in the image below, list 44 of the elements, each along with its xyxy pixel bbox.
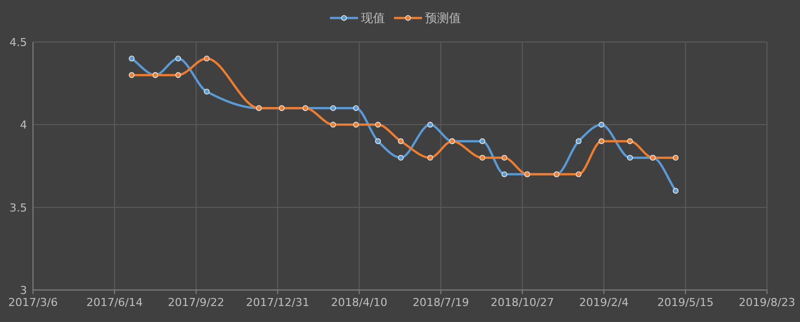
- x-tick-label: 2019/5/15: [657, 296, 714, 309]
- point: [128, 56, 135, 62]
- point: [330, 122, 336, 128]
- y-tick-label: 3: [20, 284, 27, 297]
- point: [427, 154, 434, 161]
- point: [375, 138, 381, 144]
- point: [479, 154, 486, 161]
- legend-label: 预测值: [425, 11, 461, 25]
- point: [175, 56, 182, 62]
- point: [375, 122, 381, 128]
- point: [627, 154, 633, 161]
- point: [479, 138, 486, 144]
- point: [175, 72, 182, 78]
- point: [330, 105, 336, 112]
- x-tick-label: 2019/2/4: [579, 296, 629, 309]
- x-tick-label: 2019/8/23: [738, 296, 796, 309]
- point: [353, 105, 359, 112]
- y-tick-label: 3.5: [10, 201, 27, 214]
- x-tick-label: 2017/12/31: [246, 296, 310, 309]
- point: [128, 72, 135, 78]
- y-tick-label: 4.5: [10, 36, 27, 49]
- y-tick-label: 4: [20, 118, 27, 132]
- point: [204, 56, 210, 62]
- point: [672, 154, 679, 161]
- point: [427, 122, 434, 128]
- point: [398, 154, 404, 161]
- point: [598, 138, 604, 144]
- point: [598, 122, 604, 128]
- point: [204, 88, 210, 94]
- x-tick-label: 2017/9/22: [168, 296, 224, 309]
- point: [576, 171, 582, 178]
- point: [353, 122, 359, 128]
- point: [398, 138, 404, 144]
- legend-label: 现值: [361, 11, 385, 25]
- point: [672, 188, 679, 194]
- point: [576, 138, 582, 144]
- x-tick-label: 2018/7/19: [412, 296, 469, 309]
- x-tick-label: 2017/6/14: [86, 296, 143, 309]
- x-tick-label: 2017/3/6: [8, 296, 58, 309]
- x-tick-label: 2018/10/27: [490, 296, 554, 309]
- x-tick-label: 2018/4/10: [331, 296, 388, 309]
- point: [501, 154, 508, 161]
- point: [501, 171, 508, 178]
- point: [627, 138, 633, 144]
